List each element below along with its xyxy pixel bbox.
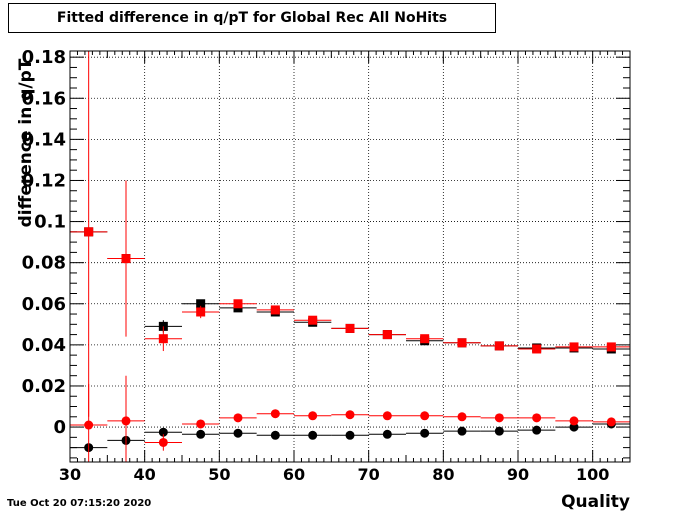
x-tick-label: 90 <box>507 465 529 484</box>
data-point-square <box>569 342 579 352</box>
y-tick-label: 0.06 <box>22 294 66 315</box>
data-point-square <box>606 342 616 352</box>
data-point-circle <box>494 426 504 436</box>
datestamp: Tue Oct 20 07:15:20 2020 <box>7 498 152 509</box>
x-tick-label: 60 <box>283 465 305 484</box>
x-axis-label: Quality <box>561 492 630 512</box>
y-tick-label: 0.08 <box>22 253 66 274</box>
chart-title: Fitted difference in q/pT for Global Rec… <box>56 10 448 26</box>
data-point-square <box>420 334 430 344</box>
data-point-square <box>121 254 131 264</box>
data-point-circle <box>420 428 430 438</box>
y-tick-label: 0.1 <box>34 212 66 233</box>
plot-frame <box>69 50 631 463</box>
data-point-circle <box>532 425 542 435</box>
y-tick-label: 0.12 <box>22 170 66 191</box>
y-tick-label: 0.18 <box>22 47 66 68</box>
data-point-circle <box>457 426 467 436</box>
data-point-circle <box>569 416 579 426</box>
x-tick-label: 100 <box>576 465 609 484</box>
data-point-square <box>457 338 467 348</box>
data-point-square <box>233 299 243 309</box>
x-tick-label: 40 <box>134 465 156 484</box>
data-point-square <box>345 323 355 333</box>
data-point-circle <box>606 417 616 427</box>
data-point-circle <box>382 411 392 421</box>
data-point-circle <box>308 430 318 440</box>
data-point-square <box>196 307 206 317</box>
data-point-circle <box>494 413 504 423</box>
data-point-square <box>158 334 168 344</box>
data-point-square <box>84 227 94 237</box>
y-axis-label: difference in q/pT <box>16 58 36 228</box>
data-point-square <box>270 305 280 315</box>
y-tick-label: 0.02 <box>22 376 66 397</box>
data-point-circle <box>420 411 430 421</box>
data-point-circle <box>196 419 206 429</box>
y-tick-label: 0.16 <box>22 88 66 109</box>
data-point-square <box>532 344 542 354</box>
data-point-circle <box>345 430 355 440</box>
chart-title-box: Fitted difference in q/pT for Global Rec… <box>8 3 496 33</box>
y-tick-label: 0 <box>53 417 66 438</box>
y-tick-label: 0.04 <box>22 335 66 356</box>
data-point-circle <box>270 409 280 419</box>
data-point-circle <box>84 420 94 430</box>
y-tick-label: 0.14 <box>22 129 66 150</box>
data-point-circle <box>158 437 168 447</box>
x-tick-label: 80 <box>432 465 454 484</box>
data-point-square <box>308 315 318 325</box>
data-point-square <box>196 299 206 309</box>
data-point-circle <box>196 429 206 439</box>
data-point-circle <box>532 413 542 423</box>
data-point-square <box>382 330 392 340</box>
data-point-square <box>494 341 504 351</box>
data-point-circle <box>308 411 318 421</box>
data-point-circle <box>233 413 243 423</box>
data-point-circle <box>569 422 579 432</box>
data-point-circle <box>382 429 392 439</box>
data-point-circle <box>121 416 131 426</box>
x-tick-label: 50 <box>208 465 230 484</box>
data-point-circle <box>345 410 355 420</box>
data-point-circle <box>233 428 243 438</box>
data-point-circle <box>158 427 168 437</box>
x-tick-label: 70 <box>358 465 380 484</box>
x-tick-label: 30 <box>59 465 81 484</box>
plot-area <box>70 51 630 462</box>
data-point-circle <box>270 430 280 440</box>
data-point-circle <box>457 412 467 422</box>
